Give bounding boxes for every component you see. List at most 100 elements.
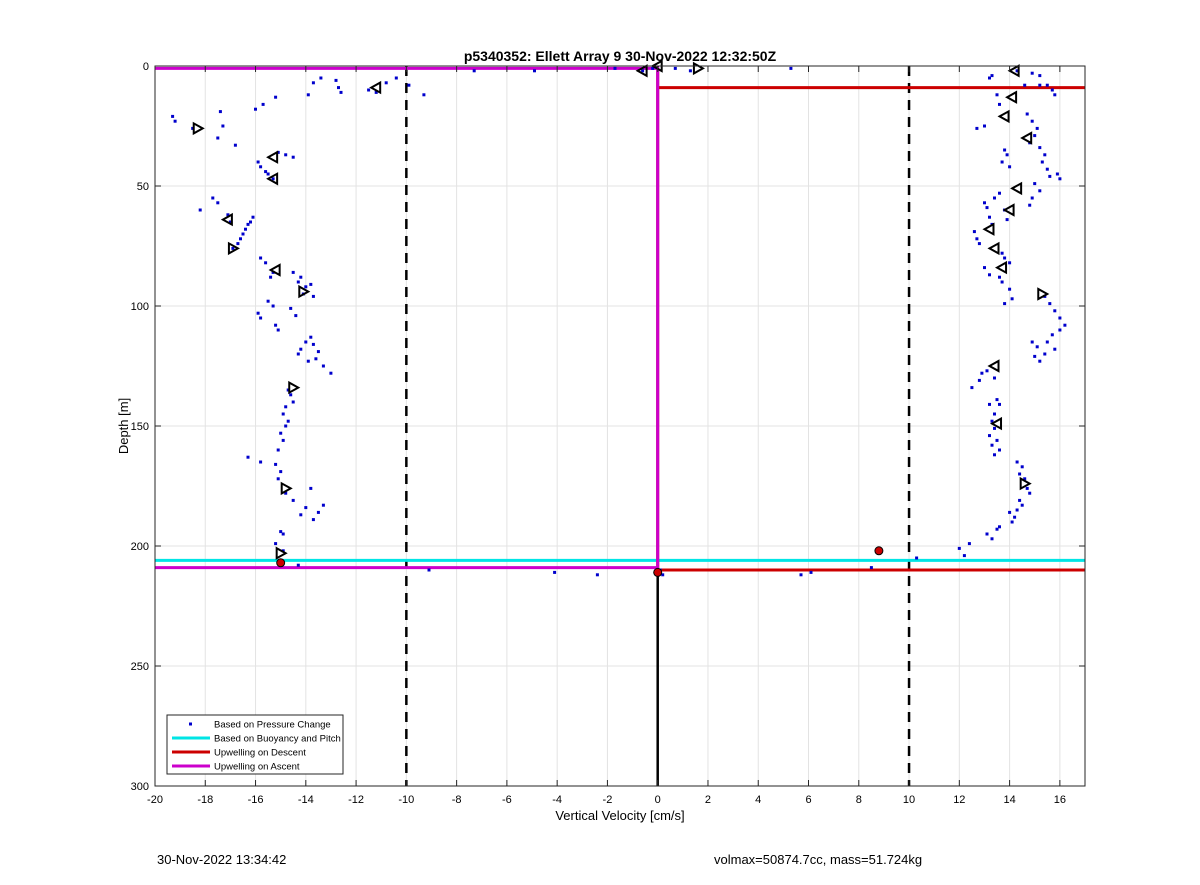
data-point xyxy=(983,201,986,205)
data-point xyxy=(995,527,999,531)
data-point xyxy=(990,74,994,78)
data-point xyxy=(291,400,295,404)
chart-title: p5340352: Ellett Array 9 30-Nov-2022 12:… xyxy=(464,48,777,64)
y-tick-label: 200 xyxy=(131,541,149,553)
legend-label: Based on Pressure Change xyxy=(214,720,331,731)
x-tick-label: 2 xyxy=(705,794,711,806)
legend-label: Upwelling on Descent xyxy=(214,748,306,759)
data-point xyxy=(975,237,979,241)
data-point xyxy=(259,460,263,464)
data-point xyxy=(1048,302,1052,306)
x-tick-label: 10 xyxy=(903,794,915,806)
data-point xyxy=(367,88,371,92)
data-point xyxy=(191,126,195,130)
data-point xyxy=(983,266,986,270)
data-point xyxy=(1053,93,1057,97)
data-point xyxy=(1018,472,1022,476)
triangle-left-marker xyxy=(989,416,1003,431)
data-point xyxy=(1003,256,1007,260)
data-point xyxy=(249,220,252,224)
data-point xyxy=(309,486,313,490)
data-point xyxy=(284,424,288,428)
data-point xyxy=(1058,328,1062,332)
legend: Based on Pressure Change Based on Buoyanc… xyxy=(166,714,344,775)
data-point xyxy=(311,81,315,85)
data-point xyxy=(1030,196,1034,200)
data-point xyxy=(998,102,1001,106)
x-tick-label: -16 xyxy=(248,794,264,806)
data-point xyxy=(1035,126,1039,130)
data-point xyxy=(254,107,257,111)
data-point xyxy=(259,316,263,320)
data-point xyxy=(284,491,288,495)
data-point xyxy=(977,378,981,382)
data-point xyxy=(309,335,313,339)
data-point xyxy=(286,388,290,392)
x-axis-ticks: -20 -18 -16 -14 -12 -10 -8 -6 -4 -2 0 2 4 6 8 10 12 14 16 xyxy=(147,66,1066,806)
data-point xyxy=(1003,302,1007,306)
data-point xyxy=(661,573,665,577)
data-point xyxy=(241,232,245,236)
data-point xyxy=(329,371,333,375)
data-point xyxy=(1008,165,1012,169)
data-point xyxy=(673,66,677,70)
y-tick-label: 100 xyxy=(131,301,149,313)
data-point xyxy=(998,191,1001,195)
footer-vol-mass: volmax=50874.7cc, mass=51.724kg xyxy=(714,852,923,867)
data-point xyxy=(279,470,283,474)
data-points xyxy=(171,66,1067,577)
y-tick-label: 300 xyxy=(131,781,149,793)
data-point xyxy=(988,215,991,219)
data-point xyxy=(296,280,300,284)
data-point xyxy=(1038,189,1042,193)
data-point xyxy=(337,86,340,90)
x-tick-label: 6 xyxy=(805,794,811,806)
data-point xyxy=(1053,347,1057,351)
data-point xyxy=(1018,498,1022,502)
data-point xyxy=(251,215,255,219)
triangle-right-marker xyxy=(280,481,293,496)
data-point xyxy=(304,506,308,510)
data-point xyxy=(1050,88,1054,92)
x-tick-label: 0 xyxy=(655,794,661,806)
x-tick-label: -2 xyxy=(603,794,613,806)
upwelling-descent-line xyxy=(656,68,1085,572)
x-tick-label: 14 xyxy=(1003,794,1015,806)
data-point xyxy=(291,498,295,502)
data-point xyxy=(1010,297,1014,301)
data-point xyxy=(299,513,303,517)
data-point xyxy=(321,364,325,368)
triangle-right-marker xyxy=(227,241,240,256)
triangle-left-marker xyxy=(987,359,1000,373)
x-tick-label: 8 xyxy=(856,794,862,806)
data-point xyxy=(1000,251,1004,255)
data-point xyxy=(374,90,378,94)
data-point xyxy=(962,554,966,558)
data-point xyxy=(407,83,411,87)
data-point xyxy=(334,78,338,82)
data-point xyxy=(472,69,476,73)
data-point xyxy=(1008,287,1012,291)
data-point xyxy=(1030,71,1034,75)
triangle-right-marker xyxy=(192,121,205,136)
data-point xyxy=(1038,359,1042,363)
data-point xyxy=(1045,83,1049,87)
data-point xyxy=(1020,465,1024,469)
data-point xyxy=(316,350,320,354)
data-point xyxy=(1003,148,1007,152)
data-point xyxy=(995,438,999,442)
triangle-left-marker xyxy=(369,80,382,95)
data-point xyxy=(993,412,996,416)
data-point xyxy=(259,165,263,169)
data-point xyxy=(990,443,994,447)
data-point xyxy=(1010,520,1014,524)
data-point xyxy=(266,299,270,303)
data-point xyxy=(1050,333,1054,337)
legend-box xyxy=(166,714,344,775)
data-point xyxy=(316,510,320,514)
data-point xyxy=(990,537,994,541)
data-point xyxy=(281,532,285,536)
data-point xyxy=(1045,167,1049,171)
data-point xyxy=(281,438,285,442)
